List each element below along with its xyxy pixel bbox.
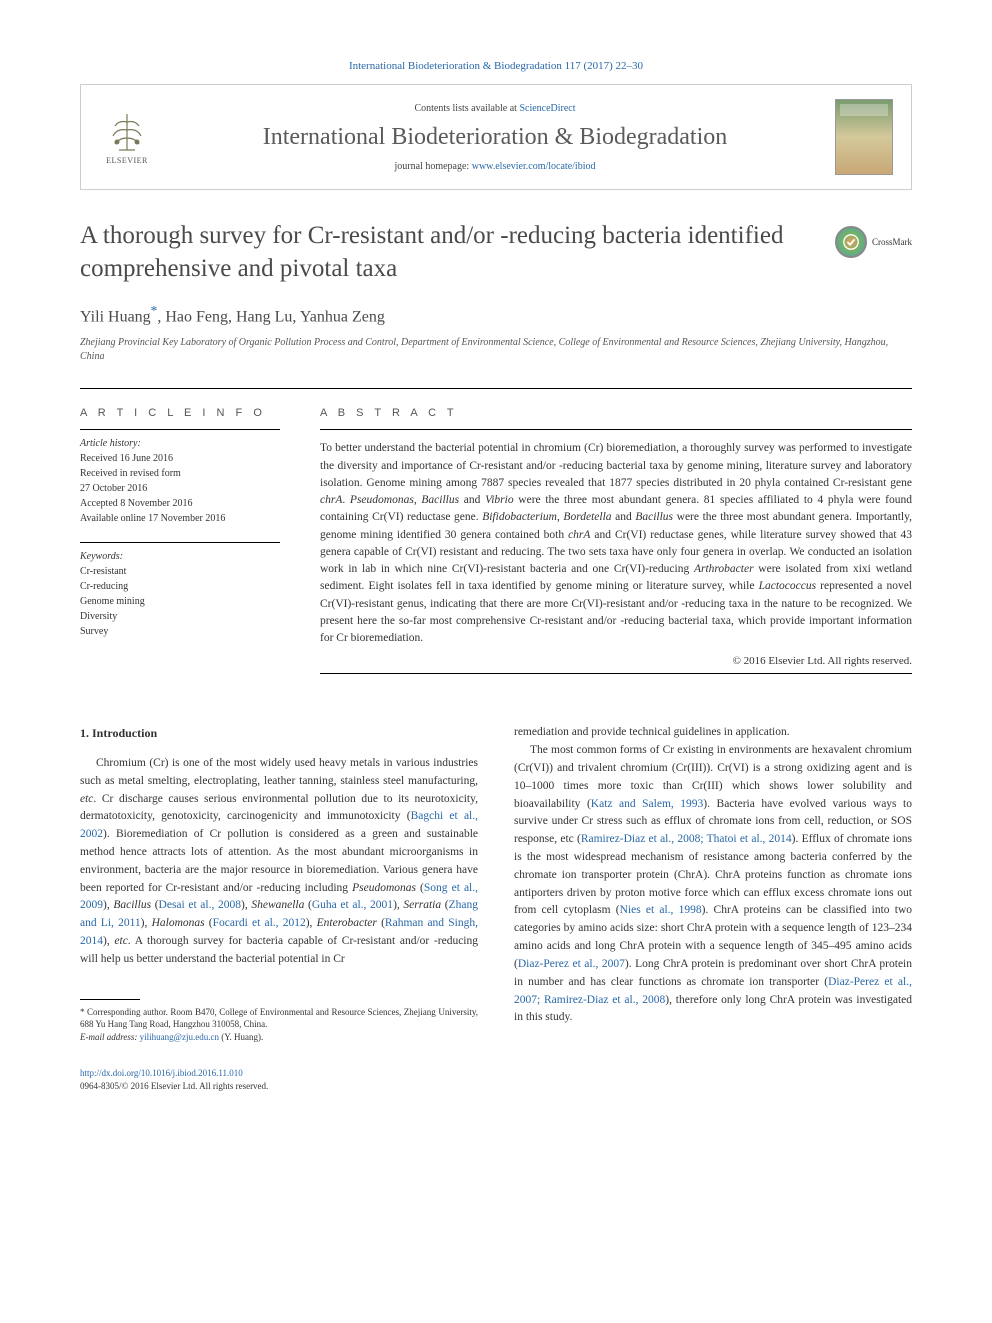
body-column-left: 1. Introduction Chromium (Cr) is one of … <box>80 724 478 1043</box>
publisher-name: ELSEVIER <box>106 156 148 165</box>
keywords-label: Keywords: <box>80 551 280 562</box>
journal-reference: International Biodeterioration & Biodegr… <box>80 60 912 72</box>
contents-available-line: Contents lists available at ScienceDirec… <box>169 103 821 114</box>
body-column-right: remediation and provide technical guidel… <box>514 724 912 1043</box>
abstract-text: To better understand the bacterial poten… <box>320 440 912 647</box>
page-footer: http://dx.doi.org/10.1016/j.ibiod.2016.1… <box>80 1067 912 1092</box>
body-paragraph: remediation and provide technical guidel… <box>514 724 912 742</box>
divider <box>320 673 912 674</box>
elsevier-logo: ELSEVIER <box>99 107 155 167</box>
body-paragraph: Chromium (Cr) is one of the most widely … <box>80 755 478 969</box>
issn-copyright: 0964-8305/© 2016 Elsevier Ltd. All right… <box>80 1081 268 1091</box>
crossmark-widget[interactable]: CrossMark <box>835 226 912 258</box>
footnote-separator <box>80 999 140 1000</box>
abstract-copyright: © 2016 Elsevier Ltd. All rights reserved… <box>320 655 912 667</box>
journal-title: International Biodeterioration & Biodegr… <box>169 124 821 151</box>
authors-list: Yili Huang*, Hao Feng, Hang Lu, Yanhua Z… <box>80 303 912 326</box>
keywords-text: Cr-resistantCr-reducingGenome miningDive… <box>80 564 280 639</box>
journal-homepage-line: journal homepage: www.elsevier.com/locat… <box>169 161 821 172</box>
divider <box>320 429 912 430</box>
section-heading-introduction: 1. Introduction <box>80 724 478 743</box>
journal-header-box: ELSEVIER Contents lists available at Sci… <box>80 84 912 190</box>
journal-cover-thumbnail <box>835 99 893 175</box>
crossmark-label: CrossMark <box>872 237 912 247</box>
article-history-label: Article history: <box>80 438 280 449</box>
keywords-block: Keywords: Cr-resistantCr-reducingGenome … <box>80 542 280 639</box>
crossmark-icon <box>835 226 867 258</box>
journal-homepage-link[interactable]: www.elsevier.com/locate/ibiod <box>472 161 596 172</box>
sciencedirect-link[interactable]: ScienceDirect <box>519 103 575 114</box>
affiliation: Zhejiang Provincial Key Laboratory of Or… <box>80 336 912 364</box>
article-history-block: Article history: Received 16 June 2016Re… <box>80 429 280 526</box>
corresponding-email-link[interactable]: yilihuang@zju.edu.cn <box>140 1032 219 1042</box>
article-info-heading: A R T I C L E I N F O <box>80 407 280 419</box>
body-paragraph: The most common forms of Cr existing in … <box>514 742 912 1027</box>
abstract-heading: A B S T R A C T <box>320 407 912 419</box>
article-history-text: Received 16 June 2016Received in revised… <box>80 451 280 526</box>
article-title: A thorough survey for Cr-resistant and/o… <box>80 220 815 285</box>
corresponding-author-footnote: * Corresponding author. Room B470, Colle… <box>80 1006 478 1044</box>
doi-link[interactable]: http://dx.doi.org/10.1016/j.ibiod.2016.1… <box>80 1068 243 1078</box>
